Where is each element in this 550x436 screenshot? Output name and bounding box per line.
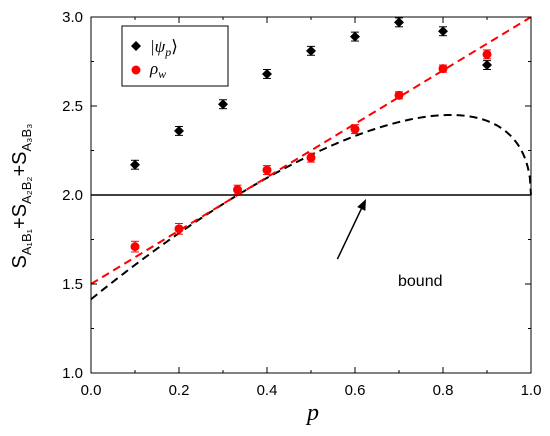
legend-marker-circle <box>131 65 141 75</box>
bound-arrow <box>336 208 362 260</box>
data-point-rho <box>233 185 243 195</box>
y-tick-label-2.5: 2.5 <box>62 98 83 115</box>
data-point-psi <box>130 159 140 170</box>
x-tick-label-0.0: 0.0 <box>81 382 102 399</box>
legend-label-psi: |ψp⟩ <box>150 37 178 59</box>
axes: 0.0 0.2 0.4 0.6 0.8 1.0 1.0 1.5 2.0 2.5 3.0 <box>62 9 541 399</box>
data-point-rho <box>130 242 140 252</box>
data-point-psi <box>394 17 404 28</box>
y-tick-label-2.0: 2.0 <box>62 187 83 204</box>
legend-box <box>121 25 229 87</box>
bound-annotation: bound <box>336 199 443 290</box>
data-point-rho <box>350 124 360 134</box>
x-tick-label-0.2: 0.2 <box>169 382 190 399</box>
data-point-psi <box>262 68 272 79</box>
y-tick-label-1.5: 1.5 <box>62 276 83 293</box>
bound-label: bound <box>398 273 443 290</box>
data-point-rho <box>306 153 316 163</box>
x-axis-label: p <box>305 400 319 426</box>
data-point-psi <box>174 125 184 136</box>
x-tick-label-0.4: 0.4 <box>257 382 278 399</box>
x-tick-label-1.0: 1.0 <box>521 382 542 399</box>
legend: |ψp⟩ ρw <box>121 25 229 87</box>
data-point-rho <box>438 64 448 74</box>
y-axis-label: SA₁B₁+SA₂B₂+SA₃B₃ <box>9 124 34 269</box>
x-tick-label-0.8: 0.8 <box>433 382 454 399</box>
data-point-psi <box>218 99 228 110</box>
data-point-rho <box>394 90 404 100</box>
data-point-rho <box>262 165 272 175</box>
data-point-psi <box>306 45 316 56</box>
y-tick-label-3.0: 3.0 <box>62 9 83 26</box>
quantum-theory-curve <box>90 113 532 301</box>
data-point-psi <box>350 31 360 42</box>
data-point-rho <box>482 49 492 59</box>
y-tick-label-1.0: 1.0 <box>62 365 83 382</box>
bound-arrowhead <box>357 199 366 211</box>
data-points <box>130 17 492 253</box>
data-point-psi <box>438 26 448 37</box>
legend-label-rho: ρw <box>149 59 166 81</box>
x-tick-label-0.6: 0.6 <box>345 382 366 399</box>
data-point-rho <box>174 224 184 234</box>
data-point-psi <box>482 60 492 71</box>
linear-theory-curve <box>90 16 532 285</box>
legend-marker-diamond <box>131 41 141 51</box>
